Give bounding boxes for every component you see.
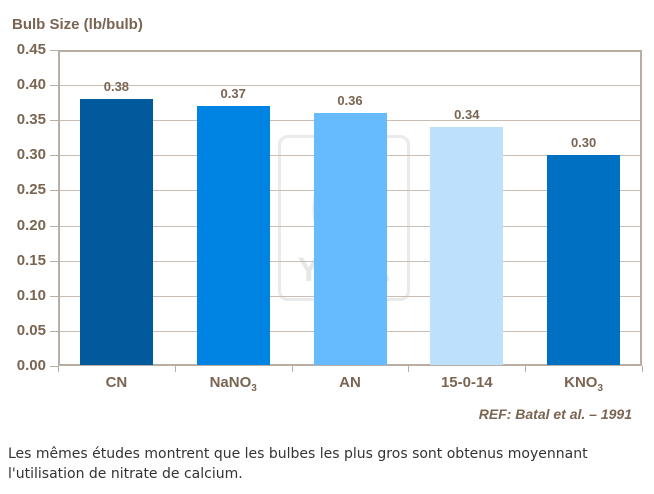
x-tick-mark	[291, 366, 293, 372]
y-tick-mark	[50, 155, 58, 157]
y-tick-label: 0.30	[16, 146, 46, 164]
x-tick-label: NaNO3	[209, 374, 257, 394]
y-tick-label: 0.15	[16, 251, 46, 269]
y-tick-label: 0.10	[16, 286, 46, 304]
y-tick-label: 0.00	[16, 357, 46, 374]
y-tick-mark	[50, 50, 58, 51]
x-tick-label: CN	[105, 374, 128, 391]
x-tick-label: 15-0-14	[440, 374, 493, 391]
y-tick-mark	[50, 190, 58, 192]
x-tick-label: AN	[339, 374, 361, 391]
y-tick-mark	[50, 120, 58, 122]
x-tick-mark	[58, 366, 59, 372]
y-tick-mark	[50, 295, 58, 297]
bar-15-0-14	[430, 127, 504, 365]
y-tick-label: 0.25	[16, 181, 46, 199]
x-tick-mark	[408, 366, 410, 372]
y-tick-label: 0.35	[16, 111, 46, 129]
y-axis-title: Bulb Size (lb/bulb)	[12, 16, 143, 33]
caption-paragraph: Les mêmes études montrent que les bulbes…	[8, 446, 588, 482]
y-tick-label: 0.20	[16, 216, 46, 234]
bar-an	[313, 113, 387, 365]
data-label: 0.36	[337, 93, 363, 109]
y-tick-label: 0.45	[16, 41, 46, 58]
y-tick-mark	[50, 330, 58, 332]
x-tick-mark	[174, 366, 176, 372]
y-tick-label: 0.05	[16, 321, 46, 339]
data-label: 0.34	[454, 107, 480, 123]
gridline	[60, 85, 640, 87]
y-tick-mark	[50, 85, 58, 87]
bar-cn	[79, 99, 153, 365]
y-tick-label: 0.40	[16, 76, 46, 94]
x-tick-mark	[525, 366, 527, 372]
y-tick-mark	[50, 366, 58, 367]
y-tick-mark	[50, 260, 58, 262]
reference-note: REF: Batal et al. – 1991	[478, 406, 632, 422]
x-tick-label: KNO3	[564, 374, 604, 394]
data-label: 0.38	[103, 79, 130, 95]
data-label: 0.30	[570, 135, 597, 151]
bar-nano3	[196, 106, 270, 365]
bar-kno3	[547, 155, 621, 365]
x-tick-mark	[642, 366, 643, 372]
y-tick-mark	[50, 225, 58, 227]
data-label: 0.37	[220, 86, 246, 102]
